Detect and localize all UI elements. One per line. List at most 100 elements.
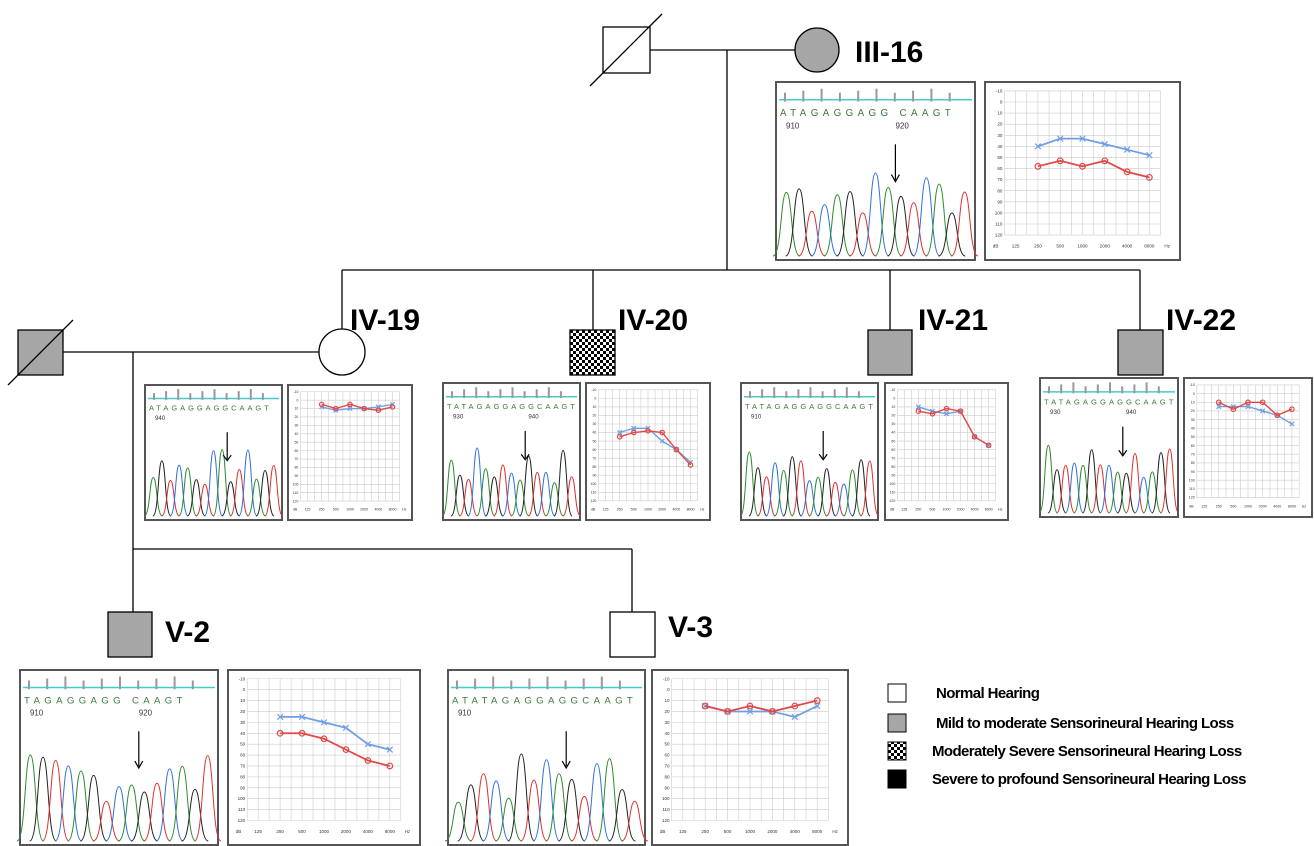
x-tick-label: 250: [915, 507, 921, 511]
audiogram: -100102030405060708090100110120125250500…: [652, 670, 848, 845]
quality-bar: [101, 679, 103, 690]
sequence: TATAGAGGAGGCAAGT: [447, 402, 578, 411]
quality-bar: [949, 93, 951, 102]
quality-bar: [499, 389, 501, 398]
y-tick-label: 50: [891, 439, 895, 443]
quality-bar: [810, 387, 812, 398]
x-tick-label: 1000: [745, 829, 756, 834]
y-tick-label: 0: [1000, 100, 1003, 105]
quality-bar: [565, 681, 567, 690]
position-number: 940: [528, 414, 539, 421]
x-tick-label: 4000: [1122, 244, 1133, 249]
y-tick-label: 90: [1191, 470, 1195, 474]
x-tick-label: 2000: [1100, 244, 1111, 249]
y-tick-label: 40: [294, 432, 298, 436]
y-tick-label: 50: [592, 439, 596, 443]
quality-bar: [238, 391, 240, 400]
quality-bar: [201, 391, 203, 400]
y-tick-label: 100: [590, 482, 596, 486]
x-tick-label: 2000: [341, 829, 352, 834]
y-tick-label: 40: [1191, 426, 1195, 430]
quality-bar: [857, 91, 859, 102]
y-tick-label: 60: [240, 753, 246, 758]
quality-bar: [1158, 386, 1160, 393]
y-tick-label: 30: [997, 133, 1003, 138]
position-number: 930: [1050, 409, 1061, 416]
x-tick-label: 4000: [363, 829, 374, 834]
x-tick-label: 8000: [1288, 504, 1296, 508]
quality-bar: [548, 387, 550, 398]
y-tick-label: 30: [294, 424, 298, 428]
quality-bar: [492, 677, 494, 690]
x-tick-label: 125: [603, 507, 609, 511]
y-tick-label: 90: [997, 199, 1003, 204]
x-tick-label: 250: [701, 829, 709, 834]
quality-bar: [749, 391, 751, 398]
x-tick-label: 500: [724, 829, 732, 834]
individual-label: IV-19: [350, 304, 420, 337]
quality-bar: [1121, 386, 1123, 393]
quality-bar: [876, 89, 878, 102]
y-tick-label: 80: [665, 774, 671, 779]
quality-bar: [510, 681, 512, 690]
y-tick-label: 0: [594, 397, 596, 401]
quality-bar: [262, 393, 264, 400]
y-tick-label: 50: [997, 155, 1003, 160]
y-tick-label: 60: [997, 166, 1003, 171]
y-tick-label: 70: [592, 456, 596, 460]
y-tick-label: 110: [662, 807, 670, 812]
x-tick-label: 250: [319, 508, 325, 512]
x-tick-label: 125: [305, 508, 311, 512]
y-tick-label: 0: [1193, 392, 1195, 396]
position-number: 920: [139, 709, 153, 718]
chromatogram: ATATAGAGGAGGCAAGT910: [445, 670, 648, 845]
x-tick-label: 8000: [812, 829, 823, 834]
quality-bar: [619, 681, 621, 690]
y-tick-label: 50: [1191, 435, 1195, 439]
y-tick-label: 90: [240, 785, 246, 790]
y-unit: dB: [660, 829, 666, 834]
y-tick-label: 110: [293, 491, 299, 495]
x-tick-label: 1000: [943, 507, 951, 511]
chromatogram: TATAGAGGAGGCAAGT930940: [442, 383, 580, 520]
position-number: 920: [895, 121, 909, 130]
x-tick-label: 500: [333, 508, 339, 512]
y-tick-label: 110: [890, 490, 896, 494]
quality-bar: [155, 679, 157, 690]
y-tick-label: 90: [891, 473, 895, 477]
x-tick-label: 1000: [319, 829, 330, 834]
x-tick-label: 125: [254, 829, 262, 834]
y-unit: dB: [293, 508, 298, 512]
x-tick-label: 125: [679, 829, 687, 834]
x-tick-label: 500: [298, 829, 306, 834]
y-tick-label: 10: [294, 407, 298, 411]
quality-bar: [250, 389, 252, 400]
y-tick-label: 120: [889, 499, 895, 503]
sequence: TAGAGGAGG CAAGT: [24, 695, 187, 706]
x-tick-label: 2000: [360, 508, 368, 512]
y-tick-label: 120: [995, 233, 1003, 238]
x-tick-label: 2000: [957, 507, 965, 511]
y-tick-label: 10: [665, 698, 671, 703]
y-unit: dB: [1189, 504, 1194, 508]
y-tick-label: 80: [240, 774, 246, 779]
y-tick-label: 20: [665, 709, 671, 714]
y-tick-label: 100: [293, 482, 299, 486]
quality-bar: [524, 391, 526, 398]
chromatogram: ATAGAGGAGGCAAGT940: [144, 385, 282, 520]
y-tick-label: 90: [294, 474, 298, 478]
y-tick-label: 110: [591, 490, 597, 494]
y-tick-label: 60: [1191, 444, 1195, 448]
x-tick-label: 4000: [971, 507, 979, 511]
chromatogram: TAGAGGAGG CAAGT910920: [17, 670, 221, 845]
position-number: 940: [1126, 409, 1137, 416]
quality-bar: [1109, 382, 1111, 393]
y-tick-label: 100: [1189, 478, 1195, 482]
y-tick-label: 50: [294, 440, 298, 444]
y-unit: dB: [890, 507, 895, 511]
quality-bar: [153, 393, 155, 400]
quality-bar: [1146, 382, 1148, 393]
x-unit: Hz: [1302, 504, 1307, 508]
sequence: TATAGAGGAGGCAAGT: [745, 402, 876, 411]
